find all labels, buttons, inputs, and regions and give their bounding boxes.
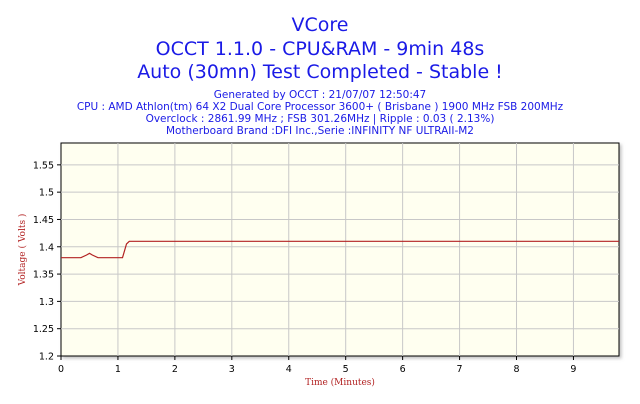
info-overclock: Overclock : 2861.99 MHz ; FSB 301.26MHz … xyxy=(145,113,495,125)
x-axis-label: Time (Minutes) xyxy=(305,377,375,388)
chart-subtitle-1: OCCT 1.1.0 - CPU&RAM - 9min 48s xyxy=(155,38,485,60)
x-tick-label: 3 xyxy=(229,364,235,375)
x-tick-label: 7 xyxy=(457,364,463,375)
x-tick-label: 6 xyxy=(400,364,406,375)
x-tick-label: 5 xyxy=(343,364,349,375)
grid-lines xyxy=(61,143,619,356)
info-cpu: CPU : AMD Athlon(tm) 64 X2 Dual Core Pro… xyxy=(76,101,564,113)
y-tick-label: 1.45 xyxy=(33,215,54,226)
y-tick-label: 1.4 xyxy=(39,242,54,253)
x-tick-label: 9 xyxy=(570,364,576,375)
y-axis-label: Voltage ( Volts ) xyxy=(17,214,28,287)
x-axis-ticks: 0 1 2 3 4 5 6 7 8 9 xyxy=(58,356,576,375)
x-tick-label: 2 xyxy=(172,364,178,375)
y-tick-label: 1.5 xyxy=(39,188,54,199)
y-tick-label: 1.25 xyxy=(33,324,54,335)
info-generated: Generated by OCCT : 21/07/07 12:50:47 xyxy=(213,89,427,101)
y-axis-ticks: 1.2 1.25 1.3 1.35 1.4 1.45 1.5 1.55 xyxy=(33,160,61,363)
y-tick-label: 1.2 xyxy=(39,352,54,363)
y-tick-label: 1.35 xyxy=(33,270,54,281)
x-tick-label: 8 xyxy=(513,364,519,375)
chart-title: VCore xyxy=(291,14,349,36)
plot-area xyxy=(60,142,620,357)
x-tick-label: 1 xyxy=(115,364,121,375)
chart-subtitle-2: Auto (30mn) Test Completed - Stable ! xyxy=(137,61,503,83)
series-line-vcore xyxy=(61,240,619,259)
x-tick-label: 4 xyxy=(286,364,292,375)
y-tick-label: 1.55 xyxy=(33,160,54,171)
x-tick-label: 0 xyxy=(58,364,64,375)
y-tick-label: 1.3 xyxy=(39,297,54,308)
info-motherboard: Motherboard Brand :DFI Inc.,Serie :INFIN… xyxy=(165,125,474,137)
